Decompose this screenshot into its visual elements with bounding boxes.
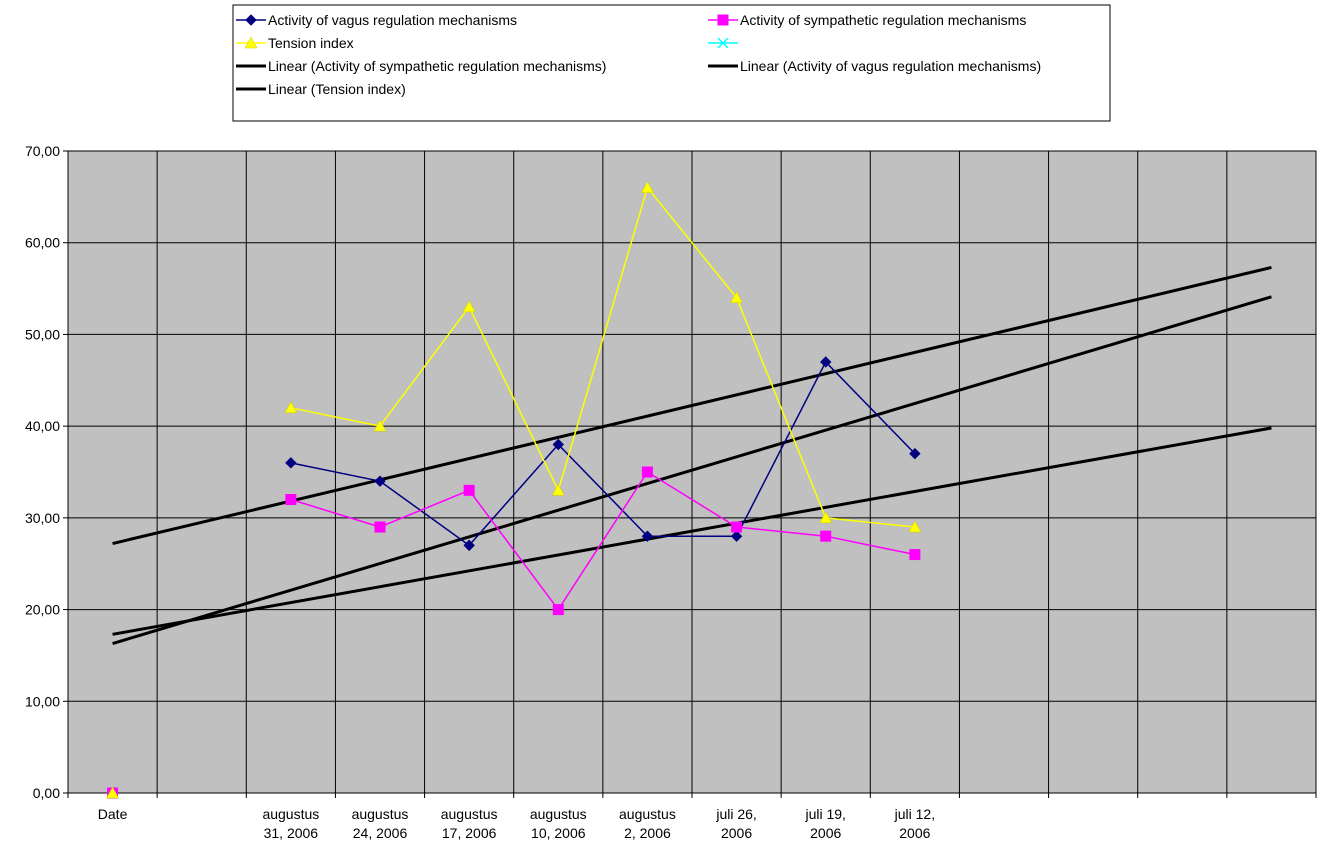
data-point-0 bbox=[552, 438, 564, 451]
data-point-0 bbox=[374, 475, 386, 487]
data-point-0 bbox=[285, 457, 297, 469]
legend-entry bbox=[708, 37, 738, 49]
data-point-1 bbox=[909, 549, 921, 561]
data-point-1 bbox=[820, 530, 832, 542]
x-tick-label: augustus 17, 2006 bbox=[441, 806, 498, 841]
legend-entry: Linear (Tension index) bbox=[236, 81, 406, 97]
data-point-2 bbox=[462, 300, 476, 313]
legend-marker bbox=[717, 37, 729, 49]
trendline bbox=[112, 266, 1272, 545]
data-point-1 bbox=[552, 604, 564, 616]
legend-entry: Activity of sympathetic regulation mecha… bbox=[708, 12, 1026, 28]
y-tick-label: 0,00 bbox=[33, 785, 60, 801]
x-tick-label: augustus 31, 2006 bbox=[262, 806, 319, 841]
data-point-0 bbox=[641, 530, 654, 542]
series-line-1 bbox=[290, 470, 916, 611]
data-point-1 bbox=[731, 521, 743, 533]
plot-border bbox=[67, 150, 1317, 794]
x-tick-label: augustus 2, 2006 bbox=[619, 806, 676, 841]
legend-entry: Linear (Activity of sympathetic regulati… bbox=[236, 58, 606, 74]
x-tick-label: augustus 10, 2006 bbox=[530, 806, 587, 841]
series-line-0 bbox=[290, 360, 916, 547]
data-point-2 bbox=[106, 786, 119, 799]
x-tick-label: juli 19, 2006 bbox=[804, 806, 845, 841]
legend-marker bbox=[244, 36, 258, 49]
legend-box bbox=[232, 4, 1111, 122]
data-point-2 bbox=[730, 291, 743, 303]
y-tick-label: 60,00 bbox=[25, 235, 60, 251]
legend-entry: Tension index bbox=[236, 35, 354, 51]
y-tick-label: 10,00 bbox=[25, 693, 60, 709]
y-tick-label: 40,00 bbox=[25, 418, 60, 434]
data-point-0 bbox=[463, 539, 475, 552]
legend-marker bbox=[245, 14, 257, 26]
legend-label: Tension index bbox=[268, 35, 354, 51]
trendline bbox=[112, 426, 1272, 636]
legend-label: Linear (Activity of vagus regulation mec… bbox=[740, 58, 1041, 74]
legend: Activity of vagus regulation mechanisms A… bbox=[232, 4, 1111, 122]
x-tick-label: juli 12, 2006 bbox=[894, 806, 935, 841]
data-point-2 bbox=[819, 511, 833, 524]
series-line-2 bbox=[290, 186, 915, 528]
data-point-2 bbox=[373, 419, 387, 432]
trendline bbox=[112, 295, 1272, 645]
data-point-2 bbox=[284, 401, 298, 414]
data-point-2 bbox=[908, 520, 922, 533]
data-point-0 bbox=[730, 530, 743, 542]
legend-entry: Activity of vagus regulation mechanisms bbox=[236, 12, 517, 28]
legend-label: Linear (Activity of sympathetic regulati… bbox=[268, 58, 606, 74]
data-point-1 bbox=[463, 484, 475, 496]
legend-label: Activity of vagus regulation mechanisms bbox=[268, 12, 517, 28]
legend-label: Activity of sympathetic regulation mecha… bbox=[740, 12, 1026, 28]
data-point-2 bbox=[641, 181, 654, 193]
data-point-1 bbox=[641, 466, 653, 478]
legend-entry: Linear (Activity of vagus regulation mec… bbox=[708, 58, 1041, 74]
data-point-0 bbox=[820, 356, 832, 368]
x-tick-label: augustus 24, 2006 bbox=[352, 806, 409, 841]
legend-marker bbox=[717, 14, 729, 26]
y-tick-label: 50,00 bbox=[25, 326, 60, 342]
legend-label: Linear (Tension index) bbox=[268, 81, 406, 97]
data-point-1 bbox=[374, 521, 386, 533]
y-tick-label: 30,00 bbox=[25, 510, 60, 526]
data-point-1 bbox=[285, 494, 297, 506]
plot-area: 0,00 10,00 20,00 30,00 40,00 50,00 60,00 70,00 D… bbox=[25, 143, 1317, 841]
y-tick-label: 20,00 bbox=[25, 602, 60, 618]
data-point-0 bbox=[909, 447, 921, 460]
data-point-2 bbox=[551, 483, 565, 496]
x-tick-label: Date bbox=[98, 806, 128, 822]
y-tick-label: 70,00 bbox=[25, 143, 60, 159]
x-tick-label: juli 26, 2006 bbox=[715, 806, 756, 841]
